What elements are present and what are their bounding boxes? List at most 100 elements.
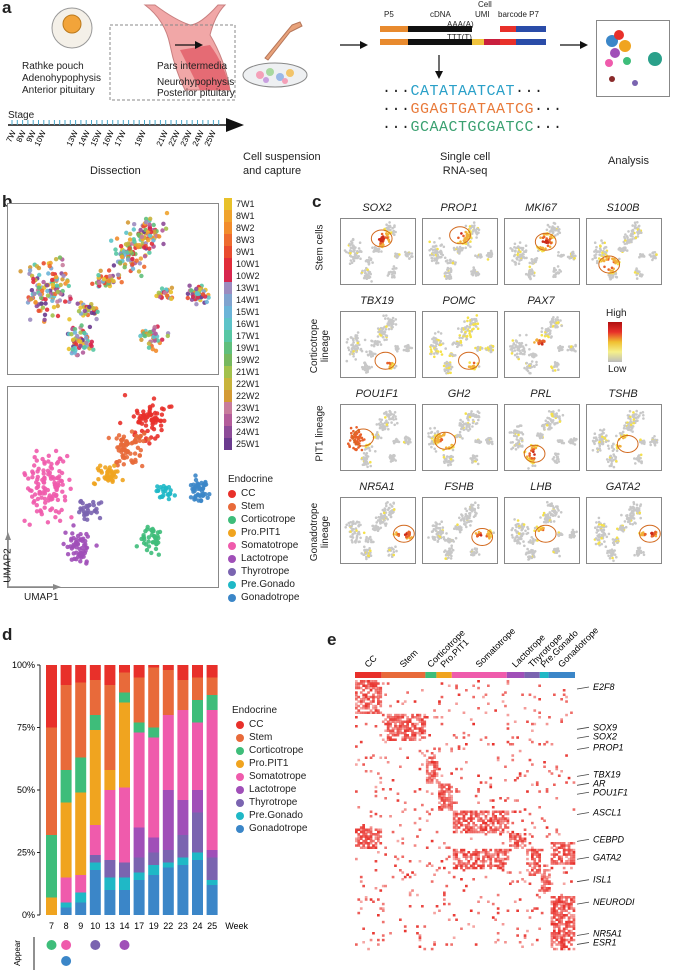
umap-cell-point — [101, 277, 107, 282]
feature-point — [363, 368, 367, 372]
heatmap-cell — [377, 700, 380, 703]
feature-point — [602, 253, 606, 257]
umap-cell-point — [40, 305, 46, 310]
feature-point — [357, 247, 361, 250]
feature-point — [441, 526, 445, 529]
umap-cell-point — [148, 412, 153, 417]
feature-point — [366, 455, 370, 458]
feature-point — [348, 524, 351, 527]
feature-point — [626, 517, 630, 520]
feature-point — [457, 236, 460, 240]
feature-point — [612, 465, 616, 469]
feature-point — [443, 369, 447, 373]
heatmap-cell — [413, 722, 417, 726]
feature-point — [369, 464, 372, 468]
feature-point — [438, 343, 442, 347]
feature-point — [472, 317, 476, 321]
umap-cell-point — [69, 515, 74, 520]
feature-point — [442, 454, 446, 457]
legend-dot — [236, 811, 244, 820]
umap-cell-point — [82, 308, 88, 314]
feature-point — [595, 250, 598, 253]
feature-point — [403, 436, 407, 439]
umap-cell-point — [117, 260, 123, 265]
legend-label: 22W2 — [236, 391, 260, 401]
umap-cell-point — [185, 291, 191, 296]
feature-point — [604, 251, 608, 254]
feature-point — [355, 529, 358, 532]
bar-segment — [75, 902, 87, 915]
feature-point — [461, 437, 464, 440]
feature-point — [631, 523, 634, 526]
feature-point — [593, 256, 597, 260]
feature-point — [465, 514, 469, 518]
feature-point — [524, 272, 528, 276]
heatmap-cell — [386, 682, 390, 685]
stage-legend-item: 23W2 — [224, 414, 260, 426]
feature-point — [461, 517, 464, 520]
feature-plot — [340, 497, 416, 564]
heatmap-cell — [477, 680, 480, 683]
umap-cell-point — [157, 234, 162, 239]
feature-point — [394, 459, 397, 462]
feature-point — [369, 272, 372, 276]
feature-point — [370, 540, 373, 544]
stage-tick-label: 25W — [203, 129, 218, 148]
bar-segment — [148, 665, 160, 668]
feature-point — [366, 368, 370, 372]
feature-point — [443, 272, 447, 275]
appear-dot — [46, 940, 57, 950]
feature-point — [389, 503, 392, 506]
feature-point — [444, 549, 447, 552]
feature-point — [394, 318, 398, 321]
umap-cell-point — [39, 495, 44, 500]
legend-label: Corticotrope — [241, 514, 296, 525]
umap-cell-point — [91, 481, 97, 486]
feature-point — [449, 367, 452, 371]
feature-point — [354, 334, 357, 337]
arrow-1 — [175, 41, 203, 49]
legend-swatch — [224, 234, 232, 246]
feature-point — [624, 246, 627, 250]
feature-point — [635, 277, 639, 280]
legend-swatch — [224, 342, 232, 354]
feature-point — [440, 353, 444, 356]
feature-point — [542, 511, 546, 515]
scale-high: High — [606, 308, 627, 319]
feature-point — [348, 439, 352, 442]
umap-cell-point — [159, 412, 165, 417]
feature-point — [393, 411, 397, 414]
umap-cell-point — [130, 262, 135, 267]
feature-point — [362, 276, 366, 280]
umap-cell-point — [146, 544, 152, 549]
umap-cell-point — [56, 510, 62, 515]
feature-point — [515, 339, 518, 343]
cluster-bar — [539, 672, 549, 678]
feature-point — [629, 234, 632, 237]
feature-point — [351, 541, 354, 544]
heatmap-cell — [369, 684, 373, 687]
heatmap-cell — [506, 713, 510, 717]
feature-point — [443, 362, 447, 365]
read-1: ···GGAGTGATAATCG··· — [382, 101, 563, 118]
feature-point — [631, 235, 634, 238]
umap-cell-point — [83, 335, 89, 340]
umap-cell-point — [119, 280, 124, 285]
heatmap-cell — [440, 682, 444, 685]
feature-point — [458, 516, 461, 520]
feature-point — [461, 420, 464, 424]
heatmap-cell — [394, 720, 397, 723]
feature-point — [597, 523, 601, 526]
feature-point — [411, 255, 414, 258]
feature-point — [559, 270, 563, 273]
stage-tick-label: 17W — [113, 129, 128, 148]
feature-point — [369, 460, 372, 464]
heatmap-cell — [399, 720, 402, 723]
feature-point — [379, 334, 383, 337]
feature-point — [554, 452, 557, 455]
heatmap-cell — [386, 713, 390, 717]
umap-cell-point — [132, 451, 138, 456]
umap-cell-point — [188, 495, 194, 500]
feature-point — [609, 277, 612, 281]
heatmap-cell — [372, 682, 375, 685]
